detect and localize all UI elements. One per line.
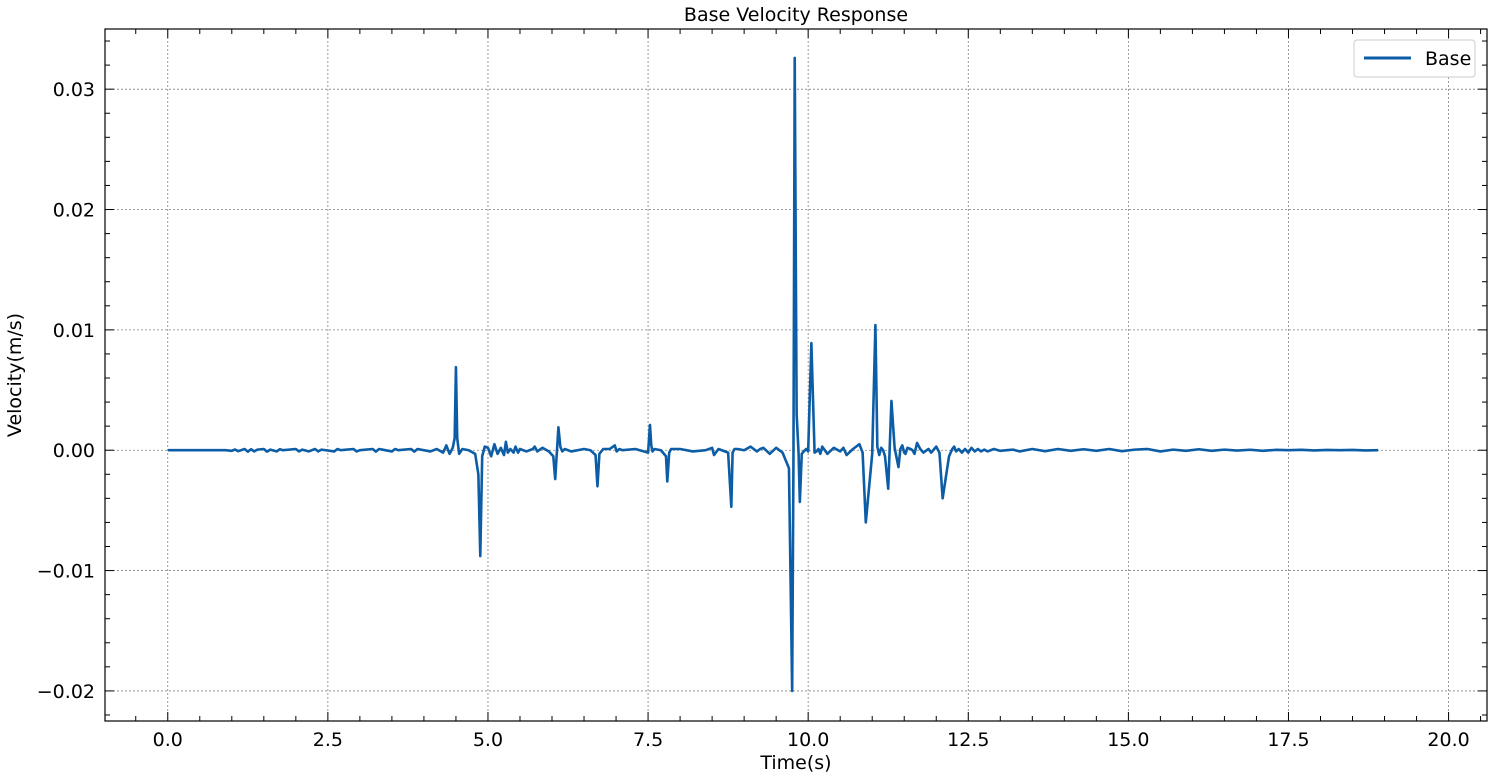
y-tick-label: 0.01 <box>53 320 95 342</box>
chart-title: Base Velocity Response <box>684 4 908 26</box>
legend-label-base: Base <box>1425 48 1471 70</box>
y-tick-label: −0.01 <box>37 561 95 583</box>
y-tick-label: 0.00 <box>53 440 95 462</box>
y-axis-label: Velocity(m/s) <box>4 313 26 437</box>
y-tick-label: 0.02 <box>53 200 95 222</box>
x-axis-label: Time(s) <box>759 752 831 774</box>
x-tick-label: 17.5 <box>1267 729 1309 751</box>
series-line-base <box>168 58 1378 691</box>
y-tick-label: 0.03 <box>53 79 95 101</box>
x-tick-label: 0.0 <box>153 729 183 751</box>
x-tick-label: 12.5 <box>947 729 989 751</box>
x-tick-label: 5.0 <box>473 729 503 751</box>
x-tick-label: 10.0 <box>787 729 829 751</box>
x-tick-label: 15.0 <box>1107 729 1149 751</box>
series-layer <box>168 58 1378 691</box>
y-tick-label: −0.02 <box>37 681 95 703</box>
x-tick-label: 2.5 <box>313 729 343 751</box>
x-tick-label: 20.0 <box>1427 729 1469 751</box>
tick-labels: 0.0 2.5 5.0 7.5 10.0 12.5 15.0 17.5 20.0 −0.02 −0.… <box>37 79 1470 751</box>
legend: Base <box>1354 40 1475 77</box>
x-tick-label: 7.5 <box>633 729 663 751</box>
